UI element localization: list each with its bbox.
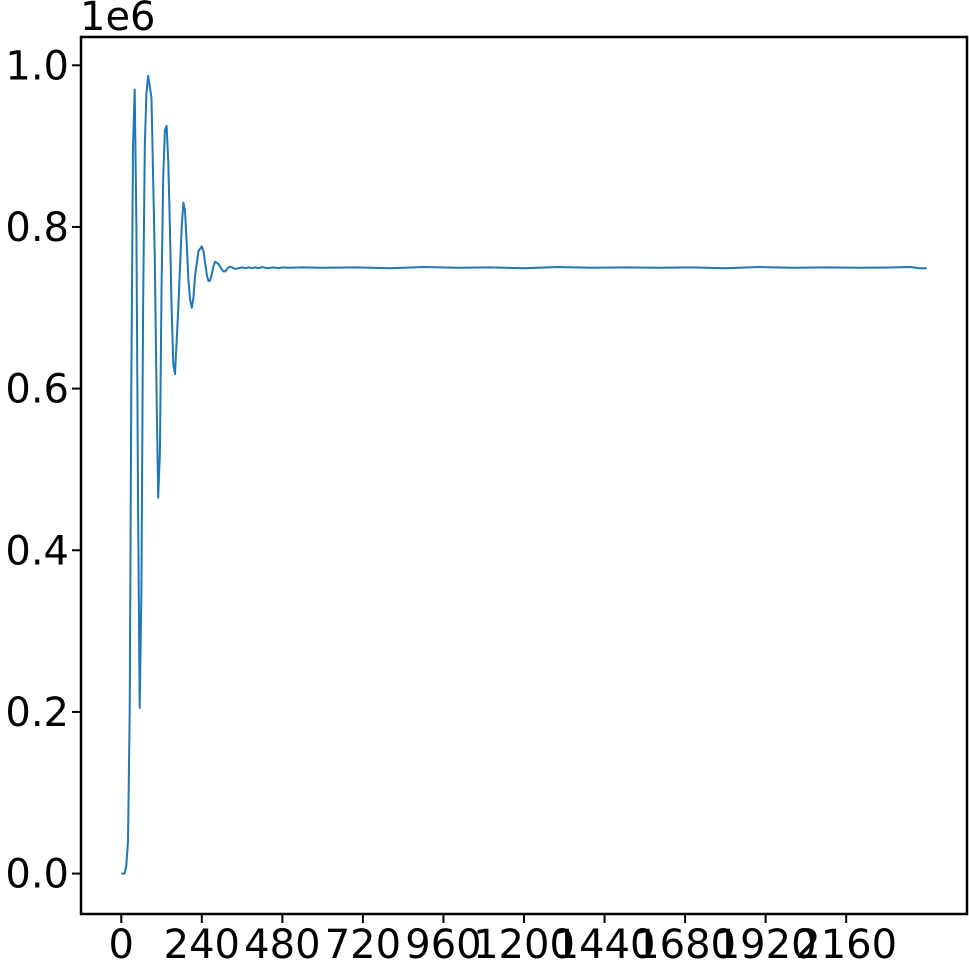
y-tick-label: 0.4 — [5, 528, 69, 574]
y-tick-label: 0.0 — [5, 852, 69, 898]
y-axis-ticks: 0.0 0.2 0.4 0.6 0.8 1.0 — [5, 43, 81, 898]
x-tick-label: 0 — [109, 922, 134, 968]
y-tick-label: 0.8 — [5, 205, 69, 251]
x-tick-label: 1920 — [715, 922, 817, 968]
x-tick-label: 960 — [405, 922, 481, 968]
y-tick-label: 1.0 — [5, 43, 69, 89]
x-tick-label: 2160 — [795, 922, 897, 968]
x-tick-label: 240 — [164, 922, 240, 968]
x-tick-label: 1680 — [634, 922, 736, 968]
series-line — [121, 74, 927, 875]
x-tick-label: 1440 — [554, 922, 656, 968]
x-tick-label: 1200 — [473, 922, 575, 968]
y-tick-label: 0.6 — [5, 367, 69, 413]
y-offset-label: 1e6 — [80, 0, 156, 40]
y-tick-label: 0.2 — [5, 690, 69, 736]
x-tick-label: 720 — [325, 922, 401, 968]
x-tick-label: 480 — [244, 922, 320, 968]
